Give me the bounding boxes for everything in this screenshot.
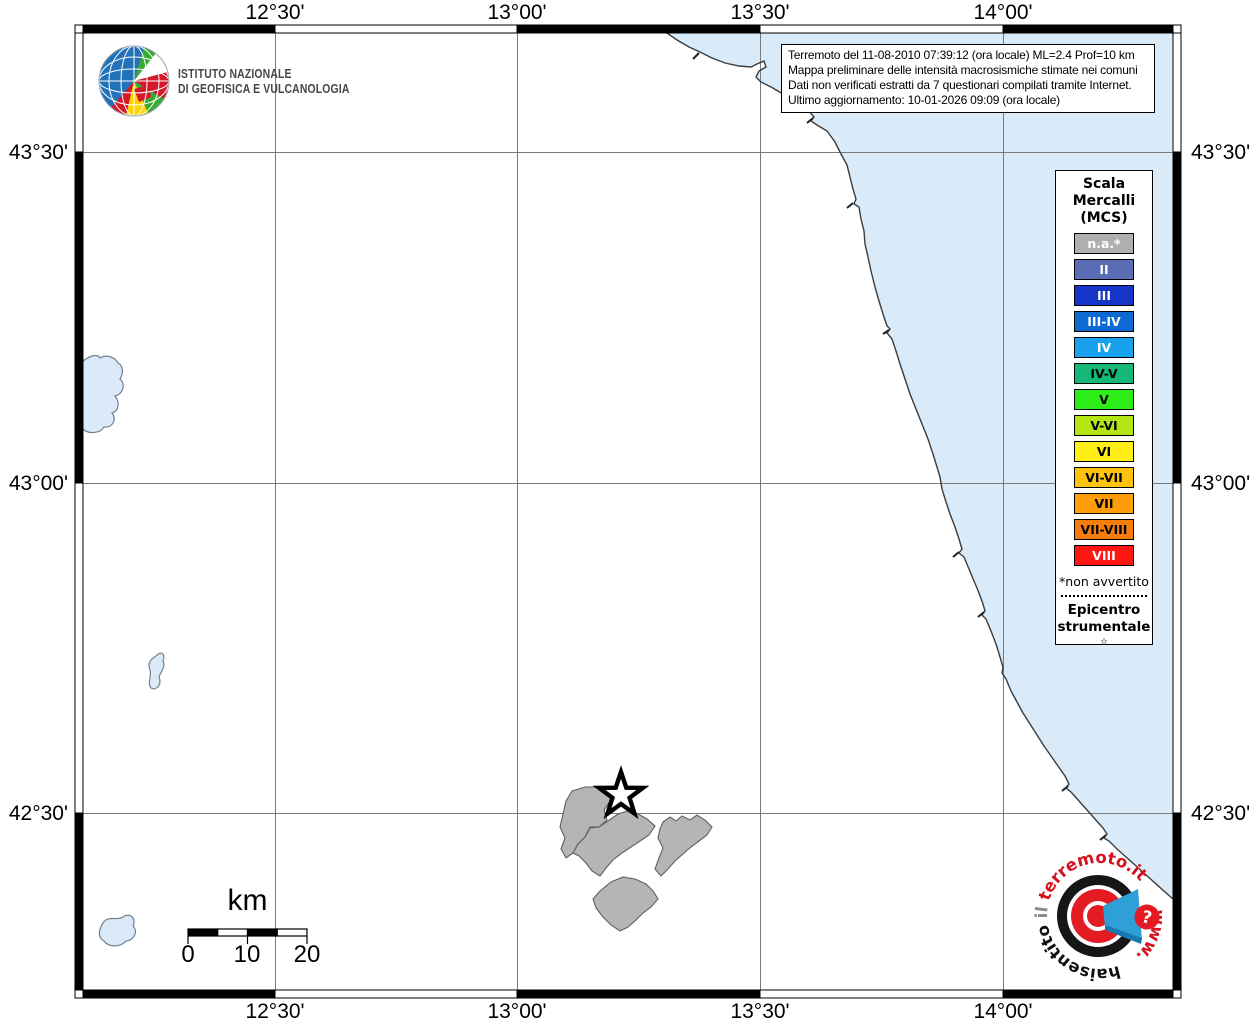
axis-label-left: 43°30' bbox=[8, 141, 68, 164]
legend-item: V bbox=[1074, 389, 1134, 410]
axis-label-top: 13°00' bbox=[487, 1, 547, 24]
municipality-polygons bbox=[559, 786, 713, 932]
graticule bbox=[83, 33, 1173, 990]
legend-item: VI bbox=[1074, 441, 1134, 462]
legend-title-line: Scala bbox=[1082, 176, 1126, 192]
axis-label-right: 43°30' bbox=[1191, 141, 1251, 164]
legend-item: IV-V bbox=[1074, 363, 1134, 384]
lakes bbox=[83, 354, 165, 947]
lake bbox=[98, 914, 137, 947]
info-line-map: Mappa preliminare delle intensità macros… bbox=[788, 63, 1138, 77]
axis-label-top: 13°30' bbox=[730, 1, 790, 24]
legend-item: VIII bbox=[1074, 545, 1134, 566]
legend-panel: Scala Mercalli (MCS) n.a.* II III III-IV… bbox=[1055, 170, 1153, 645]
axis-label-top: 12°30' bbox=[245, 1, 305, 24]
hsit-question-mark: ? bbox=[1140, 907, 1154, 929]
axis-label-left: 43°00' bbox=[8, 472, 68, 495]
legend-item: III-IV bbox=[1074, 311, 1134, 332]
legend-item: II bbox=[1074, 259, 1134, 280]
municipality-polygon bbox=[572, 810, 656, 877]
info-line-data: Dati non verificati estratti da 7 questi… bbox=[788, 78, 1132, 92]
scale-unit-label: km bbox=[227, 884, 268, 917]
scale-tick-label: 0 bbox=[181, 941, 195, 968]
ingv-name: ISTITUTO NAZIONALE DI GEOFISICA E VULCAN… bbox=[178, 66, 350, 97]
axis-label-right: 43°00' bbox=[1191, 472, 1251, 495]
axis-label-right: 42°30' bbox=[1191, 802, 1251, 825]
scale-tick-label: 10 bbox=[233, 941, 261, 968]
legend-footnote: *non avvertito bbox=[1059, 574, 1149, 589]
lake bbox=[148, 652, 165, 690]
map-frame bbox=[74, 24, 1182, 999]
ingv-name-line2: DI GEOFISICA E VULCANOLOGIA bbox=[178, 81, 350, 96]
ingv-logo: ISTITUTO NAZIONALE DI GEOFISICA E VULCAN… bbox=[97, 44, 392, 118]
hsit-text-il: il bbox=[1027, 899, 1056, 926]
ingv-globe-icon bbox=[98, 45, 170, 117]
legend-epicenter-label: Epicentro strumentale bbox=[1058, 602, 1151, 635]
hsit-logo: haisentito il terremoto.it www. bbox=[1025, 839, 1177, 993]
legend-title: Scala Mercalli (MCS) bbox=[1073, 176, 1135, 227]
axis-label-top: 14°00' bbox=[973, 1, 1033, 24]
axis-label-bottom: 13°30' bbox=[730, 1000, 790, 1023]
info-line-updated: Ultimo aggiornamento: 10-01-2026 09:09 (… bbox=[788, 93, 1060, 107]
epicenter-star bbox=[592, 765, 650, 820]
legend-title-line: Mercalli bbox=[1072, 193, 1136, 209]
municipality-polygon bbox=[592, 876, 659, 932]
legend-items: n.a.* II III III-IV IV IV-V V V-VI VI VI… bbox=[1074, 233, 1134, 566]
hsit-megaphone-icon bbox=[1103, 889, 1142, 944]
legend-item: VII-VIII bbox=[1074, 519, 1134, 540]
axis-label-bottom: 12°30' bbox=[245, 1000, 305, 1023]
hsit-question-badge: ? bbox=[1134, 904, 1160, 930]
scale-bar bbox=[187, 928, 308, 944]
legend-item: VI-VII bbox=[1074, 467, 1134, 488]
lake bbox=[83, 354, 124, 434]
earthquake-info-box: Terremoto del 11-08-2010 07:39:12 (ora l… bbox=[781, 44, 1155, 113]
legend-item: n.a.* bbox=[1074, 233, 1134, 254]
legend-epicenter-line: Epicentro bbox=[1067, 602, 1141, 618]
coast-tick-marks bbox=[692, 52, 1107, 841]
scale-tick-label: 20 bbox=[293, 941, 321, 968]
legend-item: V-VI bbox=[1074, 415, 1134, 436]
legend-epicenter-star-icon bbox=[1100, 638, 1108, 644]
ingv-name-line1: ISTITUTO NAZIONALE bbox=[178, 65, 292, 81]
legend-item: IV bbox=[1074, 337, 1134, 358]
axis-label-bottom: 14°00' bbox=[973, 1000, 1033, 1023]
municipality-polygon bbox=[654, 814, 713, 877]
sea-polygon bbox=[667, 33, 1173, 899]
legend-divider bbox=[1061, 595, 1147, 597]
axis-label-left: 42°30' bbox=[8, 802, 68, 825]
info-line-event: Terremoto del 11-08-2010 07:39:12 (ora l… bbox=[788, 48, 1135, 62]
legend-item: III bbox=[1074, 285, 1134, 306]
axis-label-bottom: 13°00' bbox=[487, 1000, 547, 1023]
legend-item: VII bbox=[1074, 493, 1134, 514]
legend-title-line: (MCS) bbox=[1080, 210, 1128, 226]
legend-epicenter-line: strumentale bbox=[1057, 618, 1151, 635]
